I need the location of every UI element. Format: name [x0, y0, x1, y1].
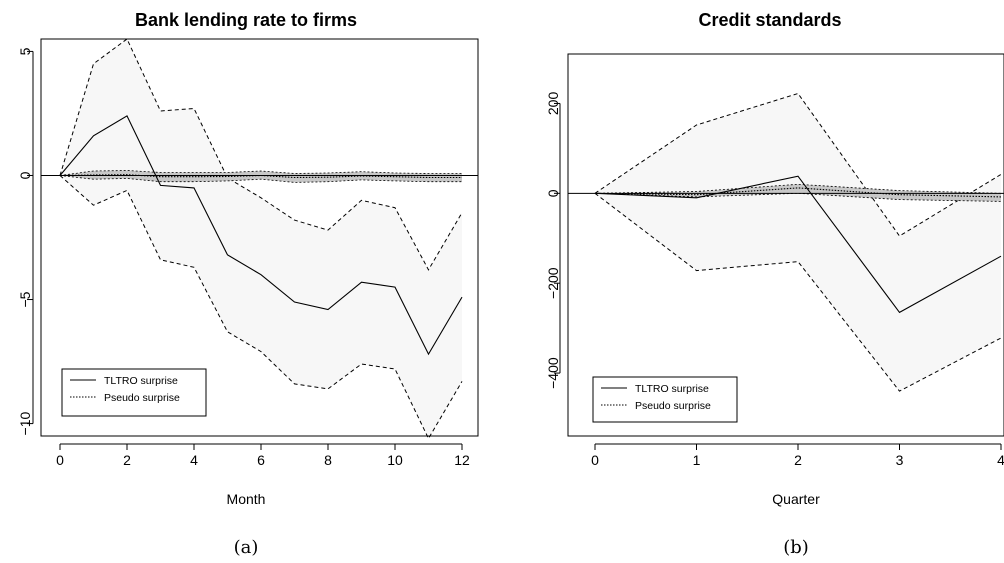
x-tick-label-a: 6 [257, 452, 265, 468]
confidence-band-tltro-a [60, 39, 462, 439]
x-axis-label-a: Month [227, 491, 266, 507]
y-tick-label-b: −400 [545, 357, 561, 389]
confidence-band-pseudo-a [60, 170, 462, 183]
caption-b: (b) [783, 537, 809, 558]
y-tick-label-b: 200 [545, 92, 561, 116]
series-line-tltro-a [59, 115, 463, 356]
plot-area-a: 0 2 4 6 8 10 12 5 0 −5 −10 TLTRO surprise Pseudo sur… [17, 38, 479, 468]
y-tick-label-a: 0 [17, 171, 33, 179]
legend-label-pseudo-b: Pseudo surprise [635, 400, 711, 412]
x-tick-label-b: 0 [591, 452, 599, 468]
x-tick-label-b: 1 [693, 452, 701, 468]
y-tick-label-a: −5 [17, 291, 33, 307]
x-tick-label-b: 3 [896, 452, 904, 468]
legend-a: TLTRO surprise Pseudo surprise [61, 368, 207, 417]
series-line-pseudo-a [59, 174, 462, 179]
band-upper-pseudo-a [59, 170, 462, 176]
x-tick-label-a: 10 [387, 452, 403, 468]
panel-a: Bank lending rate to firms 0 2 4 6 8 10 12 5 0 −5… [17, 10, 479, 558]
x-tick-label-b: 4 [997, 452, 1004, 468]
band-lower-pseudo-a [59, 175, 462, 183]
x-tick-label-a: 4 [190, 452, 198, 468]
confidence-band-tltro-b [595, 93, 1001, 392]
x-tick-label-b: 2 [794, 452, 802, 468]
y-tick-label-b: −200 [545, 267, 561, 299]
x-axis-label-b: Quarter [772, 491, 820, 507]
band-upper-tltro-b [594, 92, 1002, 237]
x-tick-label-a: 8 [324, 452, 332, 468]
panel-b: Credit standards 0 1 2 3 4 200 0 −200 −400 TLTRO … [545, 10, 1004, 558]
series-line-tltro-b [594, 175, 1002, 314]
legend-label-pseudo-a: Pseudo surprise [104, 392, 180, 404]
caption-a: (a) [234, 537, 259, 558]
y-tick-label-a: 5 [17, 47, 33, 55]
chart-title-a: Bank lending rate to firms [135, 10, 357, 30]
legend-label-tltro-b: TLTRO surprise [635, 383, 709, 395]
legend-box-a [61, 368, 207, 417]
legend-label-tltro-a: TLTRO surprise [104, 375, 178, 387]
x-tick-label-a: 2 [123, 452, 131, 468]
band-lower-tltro-a [59, 175, 463, 440]
chart-title-b: Credit standards [698, 10, 841, 30]
legend-box-b [592, 376, 738, 423]
band-lower-tltro-b [594, 192, 1002, 392]
x-tick-label-a: 0 [56, 452, 64, 468]
plot-area-b: 0 1 2 3 4 200 0 −200 −400 TLTRO surprise Pseudo su… [545, 53, 1004, 468]
y-tick-label-a: −10 [17, 412, 33, 436]
y-tick-label-b: 0 [545, 189, 561, 197]
plot-frame-a [40, 38, 479, 437]
legend-b: TLTRO surprise Pseudo surprise [592, 376, 738, 423]
band-upper-tltro-a [59, 38, 463, 271]
x-tick-label-a: 12 [454, 452, 470, 468]
plot-frame-b [567, 53, 1004, 437]
